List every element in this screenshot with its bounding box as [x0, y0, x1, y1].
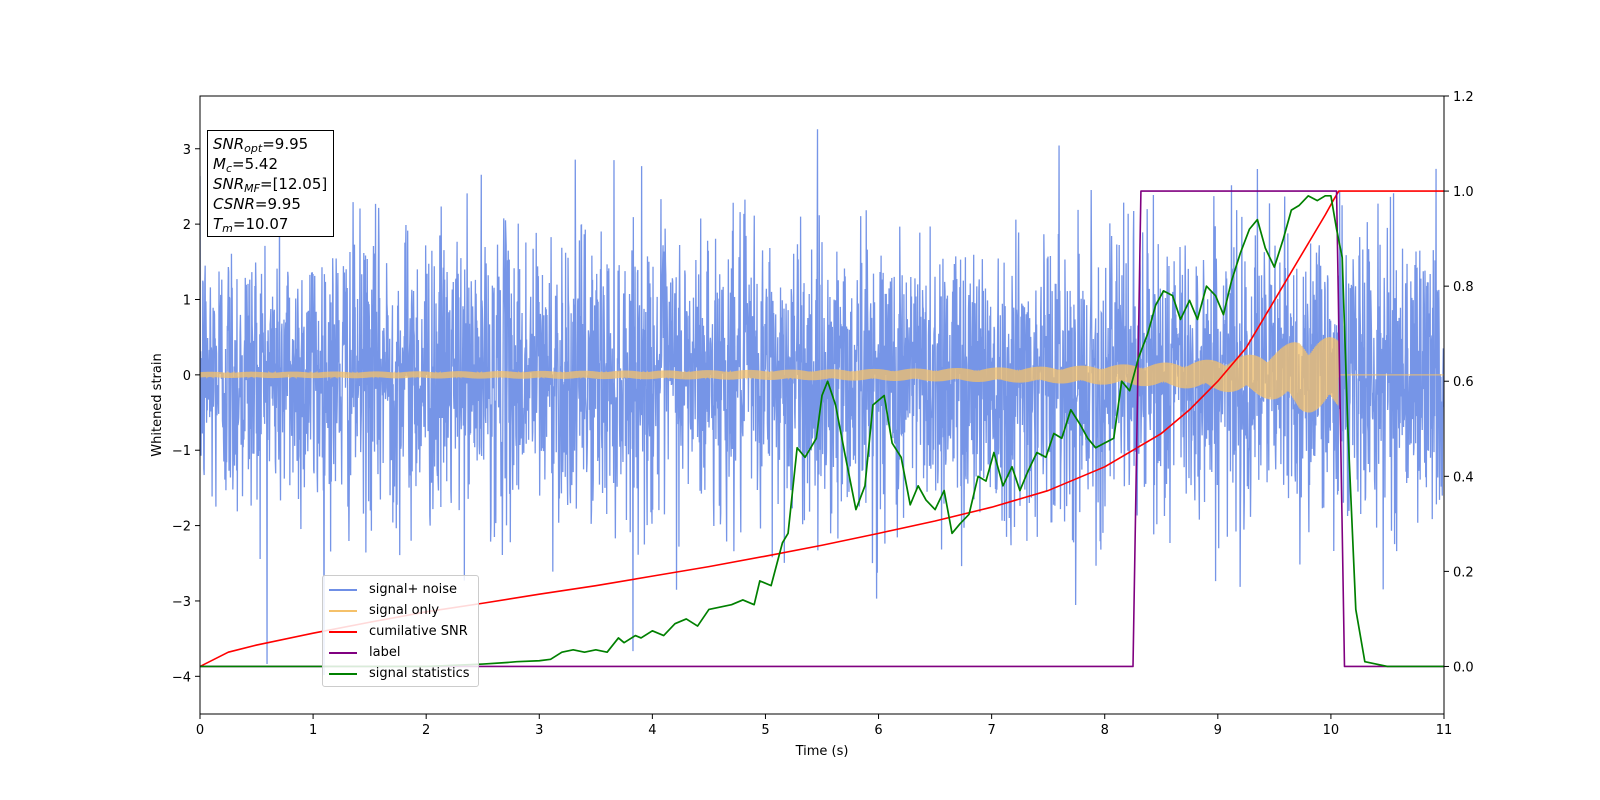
x-tick-label: 2 [422, 723, 430, 738]
legend-label-signal-statistics: signal statistics [369, 666, 470, 681]
y-left-tick-label: 3 [183, 143, 191, 158]
legend-swatch-label [329, 651, 357, 654]
y-left-tick-label: −1 [172, 444, 191, 459]
y-left-tick-label: −2 [172, 520, 191, 535]
y-right-tick-label: 0.6 [1453, 375, 1474, 390]
legend-label-signal-only: signal only [369, 603, 440, 618]
x-axis-label: Time (s) [795, 744, 849, 759]
legend-item-signal-noise: signal+ noise [329, 579, 470, 600]
x-tick-label: 7 [987, 723, 995, 738]
y-right-tick-label: 0.4 [1453, 470, 1474, 485]
legend-item-signal-only: signal only [329, 600, 470, 621]
legend-item-signal-statistics: signal statistics [329, 663, 470, 684]
snr-mf-line: SNRMF=[12.05] [213, 175, 328, 195]
y-left-tick-label: −4 [172, 670, 191, 685]
legend-label-label: label [369, 645, 401, 660]
mc-line: Mc=5.42 [213, 155, 278, 175]
legend-swatch-signal-statistics [329, 672, 357, 675]
snr-opt-value: 9.95 [274, 135, 309, 153]
legend-label-cumulative-snr: cumilative SNR [369, 624, 468, 639]
legend-item-cumulative-snr: cumilative SNR [329, 621, 470, 642]
mc-value: 5.42 [244, 155, 278, 173]
y-left-tick-label: 1 [183, 293, 191, 308]
x-tick-label: 3 [535, 723, 543, 738]
legend-item-label: label [329, 642, 470, 663]
x-tick-label: 8 [1101, 723, 1109, 738]
y-left-tick-label: −3 [172, 595, 191, 610]
y-axis-label: Whitened strain [150, 353, 165, 456]
series-signal-statistics-line [200, 194, 1444, 668]
legend-swatch-signal-noise [329, 588, 357, 591]
legend-swatch-cumulative-snr [329, 630, 357, 633]
snr-opt-line: SNRopt=9.95 [213, 135, 309, 155]
y-axis-right: 0.0 0.2 0.4 0.6 0.8 1.0 1.2 [1444, 90, 1474, 675]
y-right-tick-label: 1.0 [1453, 185, 1474, 200]
y-right-tick-label: 0.0 [1453, 660, 1474, 675]
x-tick-label: 11 [1436, 723, 1453, 738]
snr-mf-value: [12.05] [272, 175, 328, 193]
csnr-value: 9.95 [267, 195, 301, 213]
y-right-tick-label: 0.8 [1453, 280, 1474, 295]
x-tick-label: 4 [648, 723, 656, 738]
tm-line: Tm=10.07 [213, 215, 289, 235]
x-axis: 0 1 2 3 4 5 6 7 8 9 10 11 [196, 714, 1452, 738]
y-left-tick-label: 0 [183, 369, 191, 384]
y-left-tick-label: 2 [183, 218, 191, 233]
plot-frame [199, 95, 1445, 715]
snr-info-box: SNRopt=9.95 Mc=5.42 SNRMF=[12.05] CSNR=9… [207, 130, 335, 237]
x-tick-label: 0 [196, 723, 204, 738]
series-label-line [200, 190, 1444, 668]
legend-label-signal-noise: signal+ noise [369, 582, 458, 597]
csnr-line: CSNR=9.95 [213, 195, 301, 213]
x-tick-label: 6 [874, 723, 882, 738]
x-tick-label: 10 [1323, 723, 1340, 738]
x-tick-label: 1 [309, 723, 317, 738]
y-axis-left: −4 −3 −2 −1 0 1 2 3 [172, 143, 200, 685]
legend: signal+ noise signal only cumilative SNR… [322, 575, 479, 687]
x-tick-label: 5 [761, 723, 769, 738]
y-right-tick-label: 0.2 [1453, 565, 1474, 580]
series-signal-noise-line [200, 129, 1444, 676]
legend-swatch-signal-only [329, 609, 357, 612]
y-right-tick-label: 1.2 [1453, 90, 1474, 105]
tm-value: 10.07 [245, 215, 289, 233]
x-tick-label: 9 [1214, 723, 1222, 738]
